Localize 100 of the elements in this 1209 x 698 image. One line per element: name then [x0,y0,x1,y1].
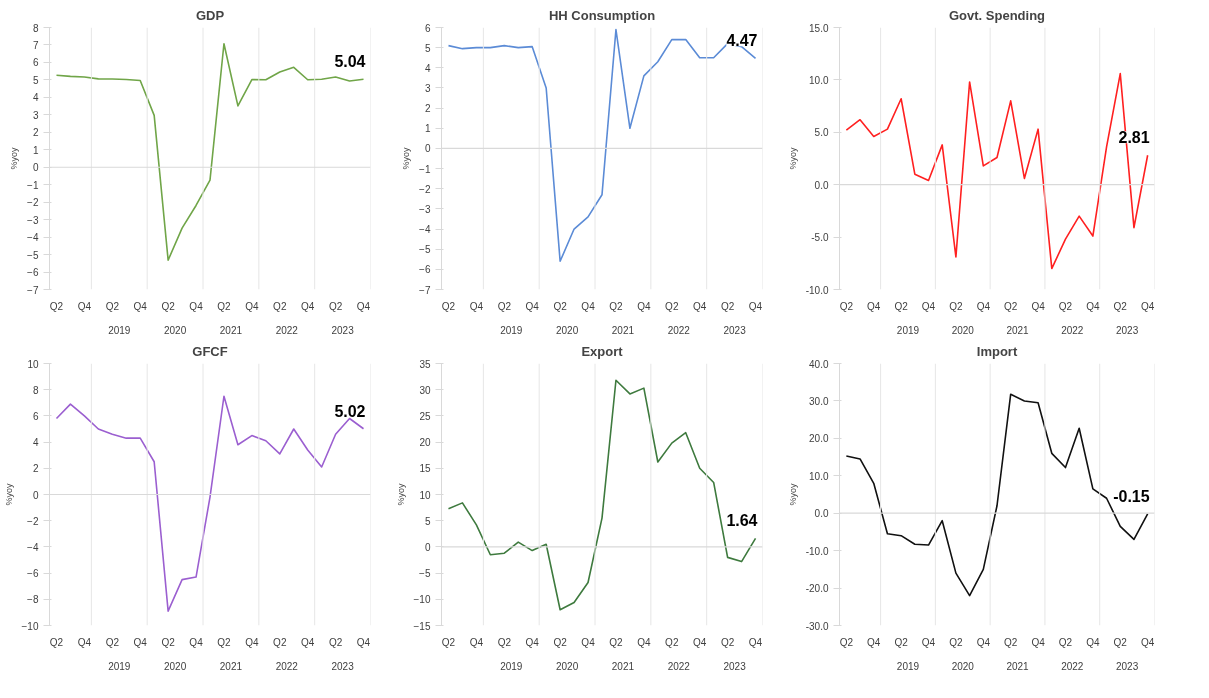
y-tick-label: 0 [32,162,39,174]
x-tick-label: Q2 [1113,636,1128,648]
x-tick-label: Q4 [748,300,763,312]
text: 2021 [611,324,635,336]
x-tick-label: Q4 [525,636,540,648]
data-label: -0.15 [1113,487,1150,505]
x-tick-label: Q2 [609,300,624,312]
x-tick-label: Q2 [553,636,568,648]
x-tick-label: Q4 [77,300,92,312]
x-tick-label: Q2 [161,300,176,312]
text: 2021 [219,324,243,336]
x-tick-label: Q2 [949,300,964,312]
x-tick-label: Q4 [976,300,991,312]
chart-title: GDP [195,7,225,23]
y-axis-title: %yoy [401,147,412,170]
text: 2021 [1006,660,1030,672]
text: 2022 [1061,324,1084,336]
y-tick-label: −5 [419,568,431,580]
y-tick-label: -10.0 [805,545,829,557]
y-tick-label: 3 [32,109,39,121]
y-tick-label: −4 [27,541,39,553]
x-tick-label: Q4 [693,300,707,312]
x-tick-label: Q2 [665,636,679,648]
y-tick-label: 6 [32,410,39,422]
y-tick-label: -5.0 [811,232,829,244]
text: 2021 [219,660,243,672]
text: 2023 [723,660,747,672]
x-tick-label: Q4 [1031,300,1046,312]
x-tick-label: Q4 [637,636,651,648]
x-tick-label: Q2 [441,300,456,312]
x-tick-label: Q2 [665,300,679,312]
x-tick-label: Q4 [189,300,204,312]
x-tick-label: Q2 [497,300,512,312]
x-tick-label: Q2 [839,300,854,312]
y-tick-label: -30.0 [805,620,829,632]
text: 2019 [108,660,131,672]
text: 2020 [951,324,975,336]
y-tick-label: 6 [424,22,431,34]
x-tick-label: Q4 [921,300,936,312]
y-tick-label: -20.0 [805,583,829,595]
text: 2019 [500,324,523,336]
data-label: 2.81 [1118,129,1150,147]
x-tick-label: Q4 [581,636,596,648]
x-tick-label: Q2 [217,300,232,312]
x-tick-label: Q4 [867,636,881,648]
text: 2022 [1061,660,1084,672]
y-tick-label: −10 [413,594,431,606]
x-tick-label: Q2 [105,636,120,648]
y-tick-label: 5 [424,42,431,54]
y-axis-title: %yoy [395,483,406,506]
x-tick-label: Q2 [1058,300,1073,312]
x-tick-label: Q4 [133,636,148,648]
y-tick-label: −7 [419,284,431,296]
y-tick-label: −6 [27,267,39,279]
y-tick-label: −5 [27,249,39,261]
y-tick-label: 2 [424,103,431,115]
y-tick-label: 2 [32,463,39,475]
text: 2020 [555,324,579,336]
y-tick-label: 10 [27,358,39,370]
x-tick-label: Q4 [356,636,371,648]
chart-title: Export [581,343,624,359]
y-tick-label: −6 [419,264,431,276]
y-tick-label: 35 [419,358,431,370]
text: 2022 [275,660,299,672]
y-tick-label: 10 [419,489,431,501]
x-tick-label: Q4 [748,636,763,648]
text: 2023 [331,660,355,672]
y-tick-label: 10.0 [809,470,829,482]
y-tick-label: −8 [27,594,39,606]
chart-title: HH Consumption [548,7,656,23]
y-tick-label: −4 [419,224,431,236]
y-tick-label: 5.0 [814,127,829,139]
x-tick-label: Q4 [1031,636,1046,648]
x-tick-label: Q2 [839,636,854,648]
text: 2019 [896,660,920,672]
y-tick-label: −1 [27,179,39,191]
x-tick-label: Q4 [867,300,881,312]
y-tick-label: 8 [32,384,39,396]
y-tick-label: 30.0 [809,395,829,407]
x-tick-label: Q2 [553,300,568,312]
x-tick-label: Q4 [693,636,707,648]
x-tick-label: Q2 [894,300,909,312]
y-axis-title: %yoy [3,483,14,506]
x-tick-label: Q2 [49,300,64,312]
text: 2019 [896,324,920,336]
y-tick-label: 40.0 [809,358,829,370]
y-tick-label: −7 [27,284,39,296]
text: 2023 [1115,324,1139,336]
x-tick-label: Q4 [637,300,651,312]
data-label: 5.02 [334,402,366,420]
y-tick-label: −5 [419,244,431,256]
data-label: 5.04 [334,53,366,71]
y-tick-label: 20 [419,437,431,449]
y-axis-title: %yoy [787,483,798,506]
text: 2019 [108,324,131,336]
y-tick-label: −4 [27,232,39,244]
x-tick-label: Q4 [189,636,204,648]
y-tick-label: -10.0 [805,284,829,296]
y-tick-label: −2 [27,197,39,209]
y-tick-label: 0.0 [814,508,829,520]
